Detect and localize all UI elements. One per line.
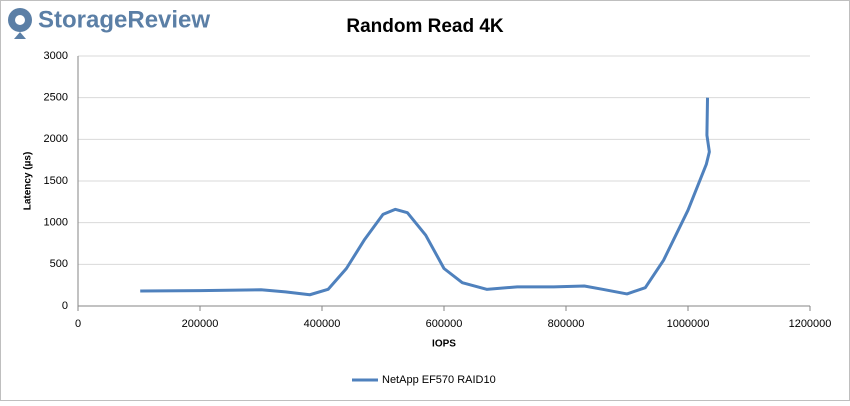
y-tick-label: 1500 (44, 175, 68, 187)
y-tick-label: 0 (62, 300, 68, 312)
x-tick-label: 800000 (548, 318, 585, 330)
y-tick-label: 3000 (44, 50, 68, 62)
y-axis-title: Latency (µs) (23, 152, 34, 211)
y-tick-label: 500 (50, 258, 68, 270)
y-tick-label: 2500 (44, 92, 68, 104)
x-tick-label: 1200000 (789, 318, 832, 330)
x-tick-label: 400000 (304, 318, 341, 330)
logo-icon (8, 8, 32, 39)
chart-title: Random Read 4K (346, 16, 504, 37)
x-axis-title: IOPS (432, 339, 456, 350)
data-line (140, 97, 711, 297)
x-tick-label: 200000 (182, 318, 219, 330)
x-tick-label: 0 (75, 318, 81, 330)
logo-text: StorageReview (38, 6, 210, 33)
x-tick-label: 1000000 (667, 318, 710, 330)
y-tick-label: 1000 (44, 217, 68, 229)
legend-label: NetApp EF570 RAID10 (382, 374, 496, 386)
y-tick-label: 2000 (44, 133, 68, 145)
x-tick-label: 600000 (426, 318, 463, 330)
